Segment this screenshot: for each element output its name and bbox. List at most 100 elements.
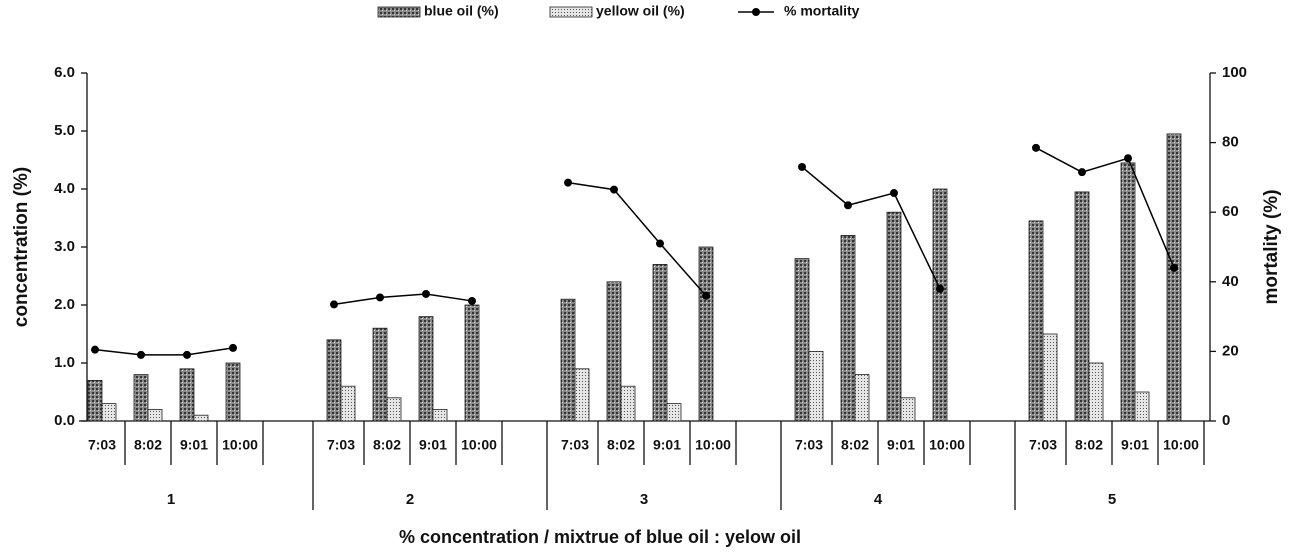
x-axis-title: % concentration / mixtrue of blue oil : …	[399, 527, 801, 547]
x-tick-label: 9:01	[1121, 437, 1149, 453]
mortality-point	[229, 344, 237, 352]
x-tick-label: 9:01	[887, 437, 915, 453]
legend-swatch	[378, 7, 420, 17]
legend-swatch	[550, 7, 592, 17]
bar	[1075, 192, 1089, 421]
mortality-line	[95, 348, 233, 355]
legend-label: blue oil (%)	[424, 3, 499, 19]
bar	[387, 398, 401, 421]
x-tick-label: 7:03	[327, 437, 355, 453]
mortality-point	[1078, 168, 1086, 176]
y-tick-label: 3.0	[54, 238, 75, 255]
bar	[1121, 163, 1135, 421]
bar	[607, 282, 621, 421]
y2-tick-label: 40	[1222, 273, 1239, 290]
y-tick-label: 6.0	[54, 64, 75, 81]
bar	[855, 375, 869, 421]
mortality-point	[468, 297, 476, 305]
mortality-point	[890, 189, 898, 197]
group-label: 2	[406, 491, 414, 508]
y-tick-label: 1.0	[54, 354, 75, 371]
mortality-point	[610, 186, 618, 194]
y2-axis-title: mortality (%)	[1261, 189, 1282, 304]
x-tick-label: 8:02	[841, 437, 869, 453]
mortality-point	[1032, 144, 1040, 152]
mortality-point	[183, 351, 191, 359]
y2-tick-label: 60	[1222, 203, 1239, 220]
group-label: 3	[640, 491, 648, 508]
x-tick-label: 10:00	[695, 437, 731, 453]
mortality-line	[568, 183, 706, 296]
legend-swatch	[752, 8, 760, 16]
mortality-point	[798, 163, 806, 171]
bar	[134, 375, 148, 421]
y2-tick-label: 20	[1222, 342, 1239, 359]
x-tick-label: 7:03	[561, 437, 589, 453]
x-tick-label: 10:00	[1163, 437, 1199, 453]
bar	[341, 386, 355, 421]
y-tick-label: 0.0	[54, 412, 75, 429]
bar	[194, 415, 208, 421]
bar	[1167, 134, 1181, 421]
x-tick-label: 7:03	[88, 437, 116, 453]
y2-tick-label: 100	[1222, 64, 1247, 81]
group-label: 5	[1108, 491, 1116, 508]
bar	[226, 363, 240, 421]
bar	[102, 404, 116, 421]
legend-label: % mortality	[784, 3, 860, 19]
bar	[841, 235, 855, 421]
bar	[465, 305, 479, 421]
x-tick-label: 8:02	[607, 437, 635, 453]
bar	[419, 317, 433, 421]
mortality-point	[564, 179, 572, 187]
bar	[1043, 334, 1057, 421]
x-tick-label: 7:03	[795, 437, 823, 453]
x-tick-label: 8:02	[134, 437, 162, 453]
bar	[433, 409, 447, 421]
x-tick-label: 10:00	[222, 437, 258, 453]
mortality-point	[656, 240, 664, 248]
mortality-point	[376, 293, 384, 301]
group-label: 1	[167, 491, 175, 508]
bar	[1135, 392, 1149, 421]
x-tick-label: 9:01	[653, 437, 681, 453]
mortality-point	[137, 351, 145, 359]
bar	[373, 328, 387, 421]
mortality-point	[422, 290, 430, 298]
legend-label: yellow oil (%)	[596, 3, 685, 19]
x-tick-label: 9:01	[419, 437, 447, 453]
mortality-line	[802, 167, 940, 289]
mortality-line	[334, 294, 472, 304]
bar	[795, 259, 809, 421]
bar	[575, 369, 589, 421]
bar	[88, 380, 102, 421]
group-label: 4	[874, 491, 883, 508]
mortality-point	[936, 285, 944, 293]
x-tick-label: 10:00	[929, 437, 965, 453]
y2-tick-label: 0	[1222, 412, 1230, 429]
y2-tick-label: 80	[1222, 134, 1239, 151]
bar	[699, 247, 713, 421]
bar	[1089, 363, 1103, 421]
x-tick-label: 9:01	[180, 437, 208, 453]
bar	[933, 189, 947, 421]
bar	[887, 212, 901, 421]
mortality-point	[702, 292, 710, 300]
mortality-point	[1170, 264, 1178, 272]
bar	[901, 398, 915, 421]
bar	[148, 409, 162, 421]
bar	[667, 404, 681, 421]
y-tick-label: 4.0	[54, 180, 75, 197]
x-tick-label: 10:00	[461, 437, 497, 453]
x-tick-label: 8:02	[373, 437, 401, 453]
bar	[561, 299, 575, 421]
bar	[653, 264, 667, 421]
y-tick-label: 2.0	[54, 296, 75, 313]
bar	[180, 369, 194, 421]
bar	[809, 351, 823, 421]
bar	[621, 386, 635, 421]
y-axis-title: concentration (%)	[11, 167, 32, 327]
mortality-point	[91, 346, 99, 354]
y-tick-label: 5.0	[54, 122, 75, 139]
mortality-line	[1036, 148, 1174, 268]
